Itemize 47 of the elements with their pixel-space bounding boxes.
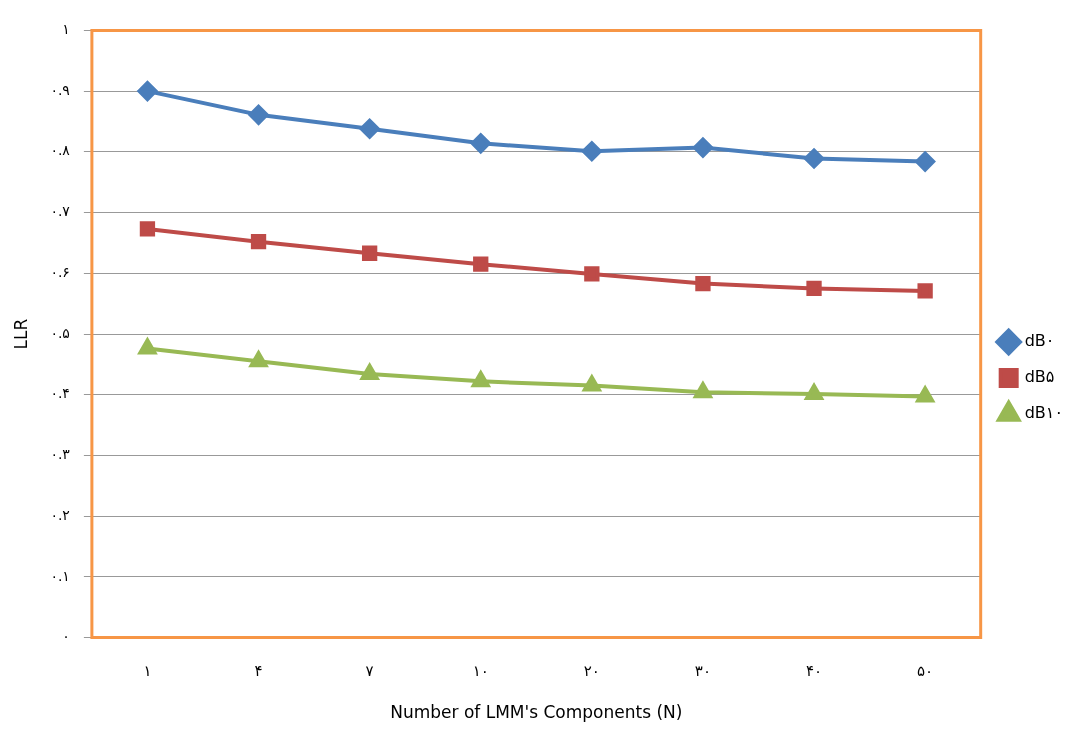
- point: [471, 371, 490, 388]
- point: [805, 384, 823, 401]
- point: [692, 137, 713, 158]
- legend-label: dB۵: [1024, 367, 1055, 387]
- x-axis-title: Number of LMM's Components (N): [390, 702, 683, 723]
- point: [359, 118, 380, 139]
- point: [139, 221, 156, 237]
- point: [694, 382, 712, 399]
- point: [360, 364, 379, 381]
- point: [806, 280, 822, 297]
- x-tick-label: ۳۰: [694, 662, 711, 681]
- point: [581, 141, 602, 162]
- x-tick-label: ۱: [143, 662, 152, 681]
- point: [581, 373, 602, 392]
- point: [915, 151, 936, 172]
- y-tick-label: ۰.۱: [50, 567, 70, 584]
- point: [804, 148, 825, 169]
- y-tick-label: ۰.۵: [50, 324, 70, 341]
- point: [361, 245, 378, 261]
- legend-label: dB۱۰: [1024, 403, 1064, 423]
- y-tick-label: ۰: [62, 628, 70, 645]
- x-tick-label: ۴۰: [805, 662, 823, 681]
- y-tick-label: ۰.۹: [50, 81, 70, 98]
- y-tick-label: ۱: [62, 21, 70, 38]
- point: [473, 256, 489, 272]
- y-axis-title: LLR: [10, 318, 31, 350]
- y-tick-label: ۰.۴: [50, 385, 70, 402]
- y-tick-label: ۰.۸: [50, 142, 71, 159]
- x-tick-label: ۵۰: [917, 662, 934, 681]
- point: [248, 104, 269, 125]
- legend-label: dB۰: [1024, 331, 1055, 351]
- y-tick-label: ۰.۲: [50, 506, 70, 523]
- point: [249, 351, 268, 368]
- y-tick-label: ۰.۶: [50, 263, 70, 280]
- point: [250, 234, 267, 250]
- point: [470, 133, 491, 154]
- point: [137, 336, 158, 355]
- x-tick-label: ۲۰: [583, 662, 600, 681]
- point: [137, 81, 158, 102]
- point: [695, 275, 711, 292]
- point: [584, 266, 600, 282]
- y-tick-label: ۰.۷: [50, 203, 71, 220]
- y-tick-label: ۰.۳: [50, 446, 71, 463]
- x-tick-label: ۷: [365, 662, 374, 681]
- x-tick-label: ۱۰: [472, 662, 489, 681]
- point: [917, 283, 933, 299]
- x-tick-label: ۴: [254, 662, 263, 681]
